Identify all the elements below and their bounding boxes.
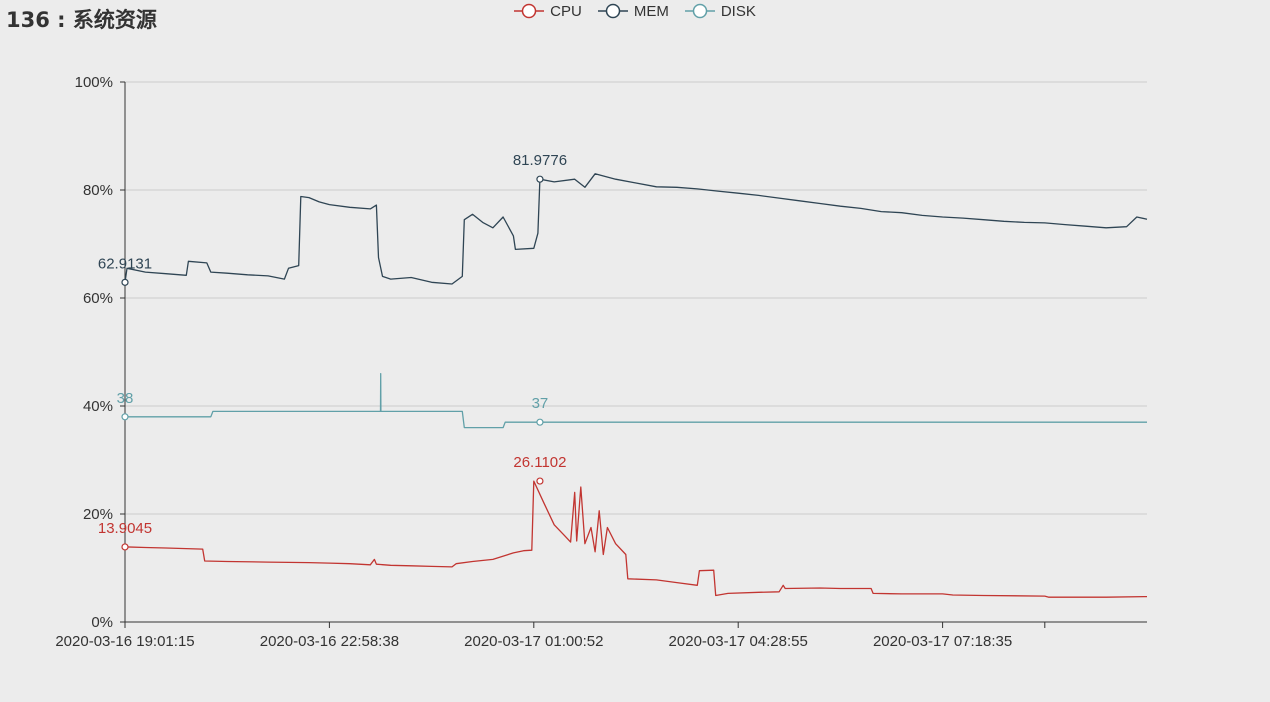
- data-point-disk[interactable]: [536, 418, 544, 426]
- legend-mem-label: MEM: [633, 2, 669, 20]
- data-point-cpu[interactable]: [536, 477, 544, 485]
- legend-disk-label: DISK: [720, 2, 756, 20]
- legend-mem-swatch-icon: [597, 3, 628, 19]
- y-tick-label: 40%: [83, 398, 113, 415]
- x-tick-label: 2020-03-17 04:28:55: [669, 633, 808, 650]
- chart-legend: CPU MEM DISK: [0, 2, 1270, 20]
- x-tick-label: 2020-03-16 19:01:15: [55, 633, 194, 650]
- y-tick-label: 100%: [75, 74, 113, 91]
- x-tick-label: 2020-03-16 22:58:38: [260, 633, 399, 650]
- y-tick-label: 80%: [83, 182, 113, 199]
- page-title: 136 : 系统资源: [6, 8, 157, 32]
- data-label-mem: 81.9776: [513, 152, 567, 169]
- y-tick-label: 60%: [83, 290, 113, 307]
- legend-item-cpu[interactable]: CPU: [514, 2, 582, 20]
- data-point-mem[interactable]: [121, 278, 129, 286]
- legend-disk-swatch-icon: [684, 3, 715, 19]
- legend-cpu-swatch-icon: [514, 3, 545, 19]
- series-line-mem: [124, 173, 1148, 285]
- data-label-cpu: 26.1102: [513, 454, 566, 471]
- series-line-disk: [125, 372, 1147, 429]
- data-label-disk: 38: [117, 390, 134, 407]
- y-tick-label: 20%: [83, 506, 113, 523]
- data-point-mem[interactable]: [536, 175, 544, 183]
- legend-cpu-label: CPU: [550, 2, 582, 20]
- data-point-disk[interactable]: [121, 413, 129, 421]
- y-tick-label: 0%: [91, 614, 113, 631]
- x-tick-label: 2020-03-17 01:00:52: [464, 633, 603, 650]
- data-point-cpu[interactable]: [121, 543, 129, 551]
- data-label-disk: 37: [532, 395, 549, 412]
- data-label-cpu: 13.9045: [98, 520, 152, 537]
- legend-item-mem[interactable]: MEM: [597, 2, 669, 20]
- data-label-mem: 62.9131: [98, 255, 152, 272]
- series-line-cpu: [124, 480, 1148, 598]
- x-tick-label: 2020-03-17 07:18:35: [873, 633, 1012, 650]
- legend-item-disk[interactable]: DISK: [684, 2, 756, 20]
